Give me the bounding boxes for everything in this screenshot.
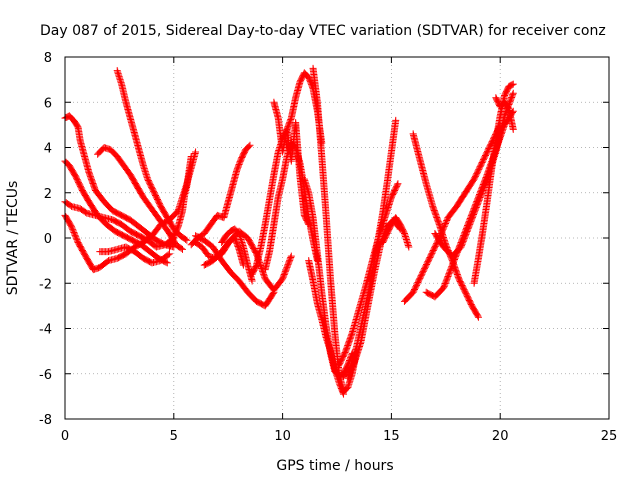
y-tick-label: 8 — [44, 51, 52, 66]
data-point — [405, 243, 413, 251]
x-tick-label: 5 — [170, 429, 178, 444]
y-tick-label: -6 — [39, 368, 52, 383]
series-22 — [379, 214, 413, 251]
data-point — [304, 219, 312, 227]
data-point — [71, 231, 79, 239]
series-21 — [344, 216, 404, 382]
data-point — [339, 389, 347, 397]
data-point — [192, 148, 200, 156]
data-point — [350, 360, 358, 368]
x-axis-title: GPS time / hours — [276, 458, 393, 474]
data-point — [474, 312, 482, 320]
series-6 — [96, 243, 173, 267]
data-point — [248, 277, 256, 285]
x-tick-label: 25 — [601, 429, 618, 444]
data-point — [344, 373, 352, 381]
data-point — [509, 91, 517, 99]
data-point — [345, 371, 353, 379]
y-tick-label: 0 — [44, 232, 52, 247]
data-points — [61, 64, 517, 398]
data-point — [287, 254, 295, 262]
data-point — [182, 235, 190, 243]
data-point — [347, 367, 355, 375]
data-point — [70, 230, 78, 238]
data-point — [347, 366, 355, 374]
data-point — [69, 227, 77, 235]
data-point — [509, 80, 517, 88]
data-point — [72, 233, 80, 241]
series-28 — [492, 94, 517, 133]
data-point — [394, 180, 402, 188]
data-point — [183, 236, 191, 244]
data-point — [346, 369, 354, 377]
y-tick-label: -8 — [39, 413, 52, 428]
x-tick-label: 20 — [492, 429, 509, 444]
x-tick-label: 10 — [274, 429, 291, 444]
data-point — [348, 330, 356, 338]
data-point — [69, 226, 77, 234]
data-point — [474, 313, 482, 321]
data-point — [187, 153, 195, 161]
x-tick-label: 0 — [61, 429, 69, 444]
y-tick-labels: -8 -6 -4 -2 0 2 4 6 8 — [39, 51, 52, 428]
data-point — [73, 236, 81, 244]
series-12 — [218, 225, 256, 285]
data-point — [68, 224, 76, 232]
y-tick-label: 6 — [44, 96, 52, 111]
data-point — [442, 218, 450, 226]
data-point — [349, 361, 357, 369]
data-point — [348, 364, 356, 372]
y-tick-label: -4 — [39, 323, 52, 338]
data-point — [70, 228, 78, 236]
y-tick-label: 4 — [44, 142, 52, 157]
data-point — [245, 142, 253, 150]
data-point — [163, 259, 171, 267]
series-19 — [335, 180, 402, 369]
data-point — [68, 223, 76, 231]
data-point — [443, 217, 451, 225]
data-point — [340, 390, 348, 398]
data-point — [72, 234, 80, 242]
data-point — [287, 252, 295, 260]
series-18 — [305, 257, 348, 398]
y-axis-title: SDTVAR / TECUs — [5, 181, 21, 296]
y-tick-label: -2 — [39, 277, 52, 292]
data-point — [260, 272, 268, 280]
y-tick-label: 2 — [44, 187, 52, 202]
data-point — [392, 116, 400, 124]
data-point — [508, 81, 516, 89]
series-4 — [94, 144, 187, 253]
data-point — [509, 125, 517, 133]
chart-title: Day 087 of 2015, Sidereal Day-to-day VTE… — [40, 23, 606, 39]
axis-ticks — [64, 56, 610, 420]
data-point — [344, 374, 352, 382]
data-point — [349, 363, 357, 371]
data-point — [509, 89, 517, 97]
data-point — [441, 219, 449, 227]
series-3 — [61, 112, 178, 251]
x-tick-label: 15 — [383, 429, 400, 444]
data-point — [177, 244, 185, 252]
series-24 — [409, 130, 482, 321]
data-point — [235, 244, 243, 252]
data-point — [179, 245, 187, 253]
data-point — [346, 370, 354, 378]
x-tick-labels: 0 5 10 15 20 25 — [61, 429, 617, 444]
data-point — [165, 250, 173, 258]
data-point — [393, 181, 401, 189]
data-point — [260, 270, 268, 278]
series-7 — [165, 153, 195, 251]
data-point — [246, 141, 254, 149]
data-point — [435, 219, 443, 227]
data-point — [287, 116, 295, 124]
data-point — [164, 251, 172, 259]
series-15 — [270, 98, 313, 228]
